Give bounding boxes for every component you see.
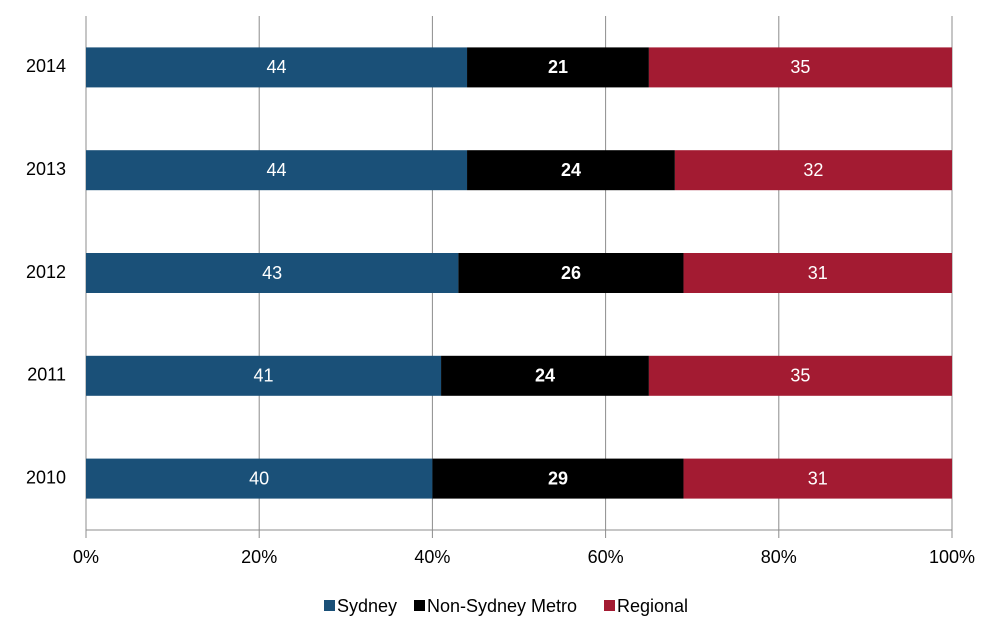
value-label: 21	[548, 57, 568, 77]
value-label: 40	[249, 468, 269, 488]
value-label: 32	[803, 160, 823, 180]
value-label: 31	[808, 468, 828, 488]
value-label: 24	[535, 366, 555, 386]
bar-segment	[458, 253, 684, 293]
legend-swatch	[604, 600, 615, 611]
x-tick-label: 0%	[73, 547, 99, 567]
bar-segment	[86, 253, 459, 293]
legend-label: Non-Sydney Metro	[427, 596, 577, 616]
bar-segment	[683, 458, 952, 499]
x-tick-label: 80%	[761, 547, 797, 567]
value-label: 43	[262, 263, 282, 283]
x-tick-label: 100%	[929, 547, 975, 567]
value-label: 41	[254, 366, 274, 386]
x-tick-label: 60%	[588, 547, 624, 567]
bar-segment	[467, 150, 675, 191]
bar-segment	[86, 150, 468, 191]
bar-segment	[648, 355, 952, 396]
value-label: 24	[561, 160, 581, 180]
legend-swatch	[324, 600, 335, 611]
value-label: 26	[561, 263, 581, 283]
value-label: 35	[790, 366, 810, 386]
y-tick-label: 2012	[26, 262, 66, 282]
y-tick-label: 2013	[26, 159, 66, 179]
bar-segment	[674, 150, 952, 191]
value-label: 31	[808, 263, 828, 283]
legend-swatch	[414, 600, 425, 611]
value-label: 44	[267, 57, 287, 77]
bar-segment	[86, 47, 468, 88]
x-tick-label: 20%	[241, 547, 277, 567]
value-label: 44	[267, 160, 287, 180]
bar-segment	[86, 355, 442, 396]
x-tick-label: 40%	[414, 547, 450, 567]
legend-label: Sydney	[337, 596, 397, 616]
y-tick-label: 2014	[26, 56, 66, 76]
bar-segment	[441, 355, 649, 396]
bar-segment	[683, 253, 952, 293]
bar-segment	[86, 458, 433, 499]
y-tick-label: 2010	[26, 467, 66, 487]
bar-segment	[432, 458, 684, 499]
value-label: 35	[790, 57, 810, 77]
y-tick-label: 2011	[27, 365, 66, 385]
value-label: 29	[548, 468, 568, 488]
bar-segment	[648, 47, 952, 88]
legend-label: Regional	[617, 596, 688, 616]
bar-segment	[467, 47, 649, 88]
